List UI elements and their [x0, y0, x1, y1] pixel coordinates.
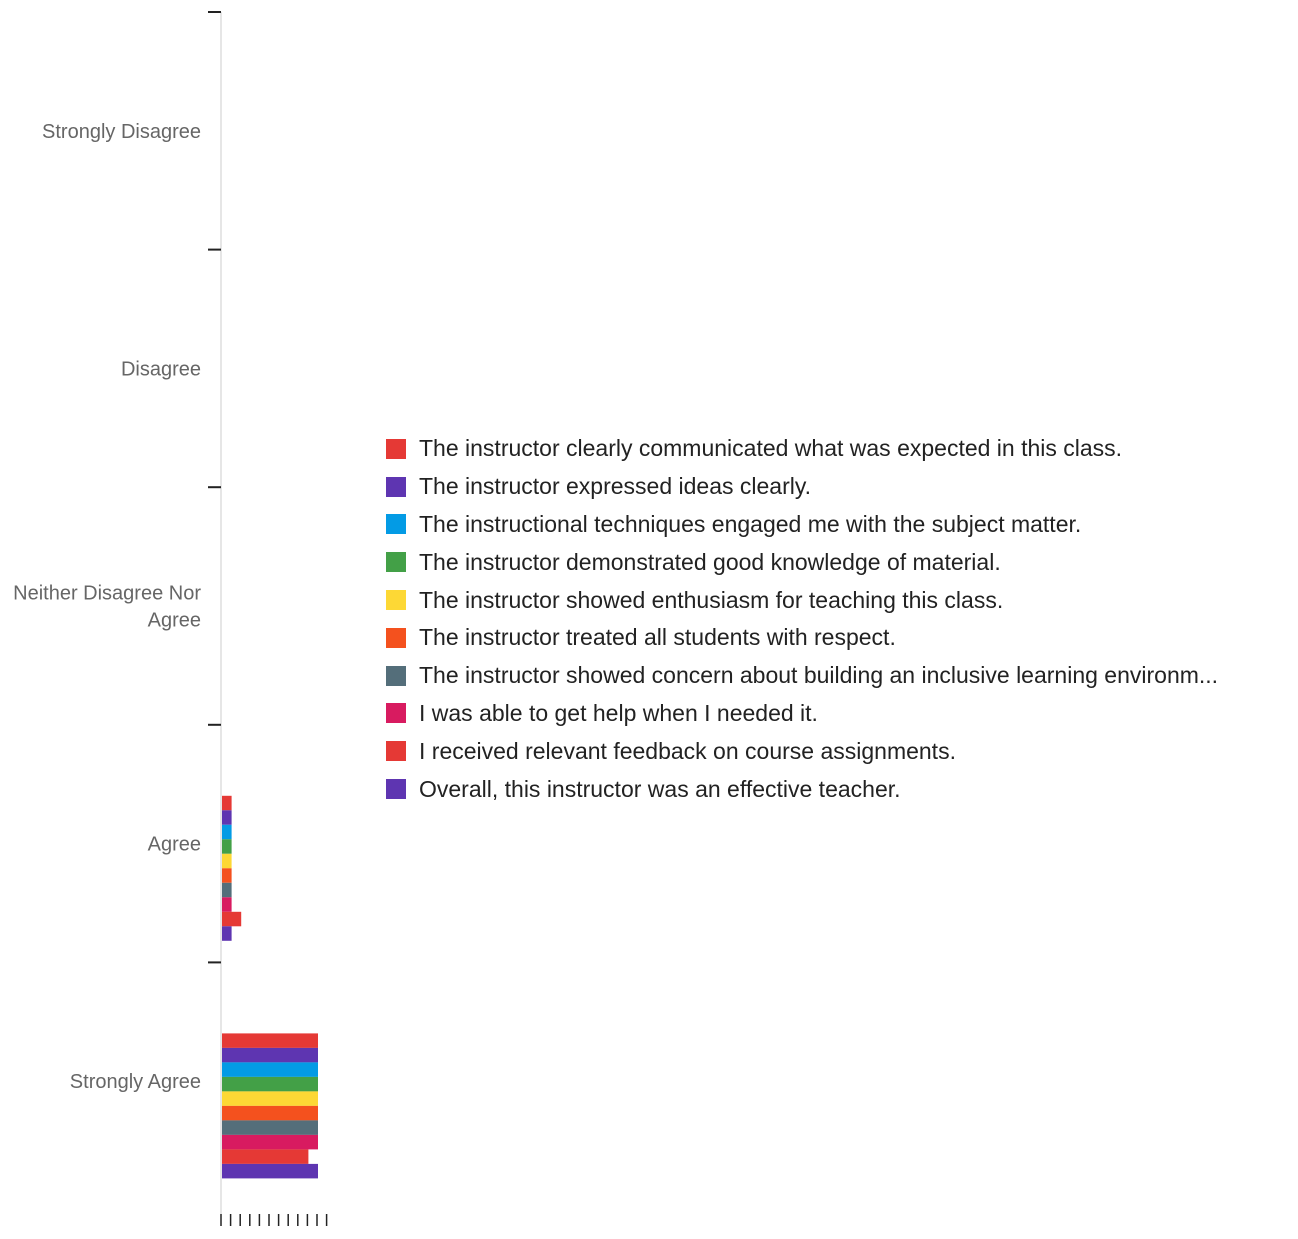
- legend-swatch: [386, 627, 406, 648]
- legend-item[interactable]: The instructor demonstrated good knowled…: [386, 543, 1298, 581]
- legend-swatch: [386, 741, 406, 762]
- legend-item[interactable]: I was able to get help when I needed it.: [386, 695, 1298, 733]
- bar: [222, 1033, 318, 1048]
- category-label: Strongly Agree: [70, 1071, 201, 1093]
- legend-swatch: [386, 703, 406, 724]
- legend-swatch: [386, 552, 406, 573]
- bar: [222, 1105, 318, 1121]
- legend-label: The instructor treated all students with…: [419, 624, 896, 651]
- bar: [222, 1091, 318, 1106]
- category-label: Agree: [148, 834, 201, 856]
- legend-item[interactable]: I received relevant feedback on course a…: [386, 732, 1298, 770]
- category-label: Agree: [148, 610, 201, 632]
- legend-label: The instructor demonstrated good knowled…: [419, 548, 1001, 575]
- bar: [222, 1120, 318, 1135]
- legend-swatch: [386, 590, 406, 611]
- bar: [222, 868, 232, 883]
- bar: [222, 1076, 318, 1092]
- legend-swatch: [386, 779, 406, 800]
- bar: [222, 926, 232, 941]
- bar: [222, 1047, 318, 1063]
- bar: [222, 810, 232, 825]
- bar: [222, 853, 232, 869]
- legend-label: The instructor showed concern about buil…: [419, 662, 1219, 689]
- legend-label: The instructor expressed ideas clearly.: [419, 473, 812, 500]
- legend-swatch: [386, 665, 406, 686]
- bar: [222, 824, 232, 840]
- bar: [222, 1149, 309, 1164]
- legend-label: The instructional techniques engaged me …: [419, 510, 1082, 537]
- bar: [222, 839, 232, 854]
- legend-item[interactable]: The instructional techniques engaged me …: [386, 506, 1298, 544]
- legend-item[interactable]: Overall, this instructor was an effectiv…: [386, 770, 1298, 808]
- legend-item[interactable]: The instructor expressed ideas clearly.: [386, 468, 1298, 506]
- legend-label: The instructor showed enthusiasm for tea…: [419, 586, 1004, 613]
- chart-legend: The instructor clearly communicated what…: [386, 430, 1298, 808]
- legend-swatch: [386, 476, 406, 497]
- legend-item[interactable]: The instructor clearly communicated what…: [386, 430, 1298, 468]
- category-label: Neither Disagree Nor: [13, 583, 201, 605]
- category-label: Strongly Disagree: [42, 121, 201, 143]
- category-label: Disagree: [121, 358, 201, 380]
- legend-swatch: [386, 438, 406, 459]
- bar: [222, 1163, 318, 1179]
- bar: [222, 911, 242, 927]
- legend-item[interactable]: The instructor showed enthusiasm for tea…: [386, 581, 1298, 619]
- bar: [222, 795, 232, 811]
- legend-label: The instructor clearly communicated what…: [419, 435, 1123, 462]
- legend-label: I received relevant feedback on course a…: [419, 737, 956, 764]
- legend-label: Overall, this instructor was an effectiv…: [419, 775, 901, 802]
- bar: [222, 897, 232, 912]
- legend-swatch: [386, 514, 406, 535]
- bar: [222, 882, 232, 898]
- legend-item[interactable]: The instructor treated all students with…: [386, 619, 1298, 657]
- legend-label: I was able to get help when I needed it.: [419, 699, 818, 726]
- legend-item[interactable]: The instructor showed concern about buil…: [386, 657, 1298, 695]
- bar: [222, 1062, 318, 1077]
- bar: [222, 1134, 318, 1150]
